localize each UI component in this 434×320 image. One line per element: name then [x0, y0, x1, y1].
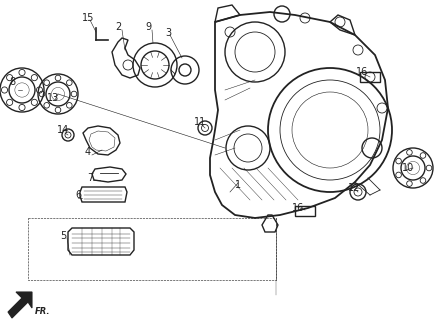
Text: 10: 10: [402, 163, 414, 173]
Text: 16: 16: [356, 67, 368, 77]
Polygon shape: [8, 292, 32, 318]
Bar: [360, 72, 380, 82]
Text: 1: 1: [235, 180, 241, 190]
Text: 12: 12: [348, 183, 360, 193]
Bar: [295, 206, 315, 216]
Text: 2: 2: [115, 22, 121, 32]
Text: 6: 6: [75, 190, 81, 200]
Text: 16: 16: [292, 203, 304, 213]
Text: 13: 13: [47, 93, 59, 103]
Text: FR.: FR.: [35, 308, 50, 316]
Text: 8: 8: [9, 77, 15, 87]
Text: 5: 5: [60, 231, 66, 241]
Text: 15: 15: [82, 13, 94, 23]
Text: 14: 14: [57, 125, 69, 135]
Bar: [28, 218, 276, 280]
Text: 11: 11: [194, 117, 206, 127]
Text: 9: 9: [145, 22, 151, 32]
Text: 4: 4: [85, 147, 91, 157]
Text: 3: 3: [165, 28, 171, 38]
Text: 7: 7: [87, 173, 93, 183]
